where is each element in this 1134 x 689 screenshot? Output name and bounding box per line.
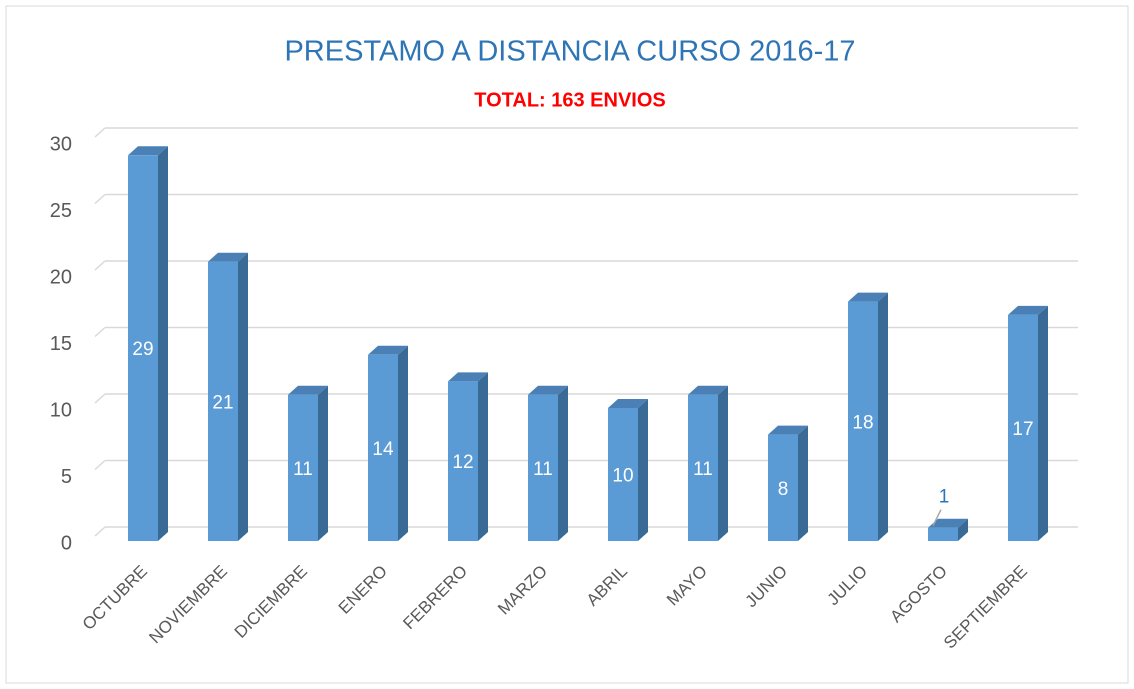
bar-group bbox=[208, 252, 248, 541]
y-tick-label: 5 bbox=[61, 466, 72, 488]
bar-top bbox=[368, 345, 408, 355]
bar-group bbox=[288, 385, 328, 541]
bar-group bbox=[528, 385, 568, 541]
bar-side bbox=[718, 385, 728, 541]
grid-line-side bbox=[94, 127, 106, 138]
bar-group bbox=[608, 399, 648, 541]
bar bbox=[528, 394, 558, 541]
bar-top bbox=[208, 252, 248, 262]
data-label: 14 bbox=[372, 439, 394, 460]
bar-group bbox=[368, 345, 408, 541]
bar-top bbox=[1008, 305, 1048, 315]
data-label: 8 bbox=[778, 479, 789, 500]
bar-top bbox=[288, 385, 328, 395]
grid-line-side bbox=[94, 393, 106, 404]
data-label: 11 bbox=[293, 459, 313, 480]
bar bbox=[688, 394, 718, 541]
bar-top bbox=[768, 425, 808, 435]
y-tick-label: 0 bbox=[61, 532, 72, 554]
bar bbox=[368, 354, 398, 541]
bar-group bbox=[448, 372, 488, 541]
data-label: 29 bbox=[132, 339, 153, 360]
data-label: 21 bbox=[212, 392, 233, 413]
y-tick-label: 30 bbox=[50, 133, 72, 155]
data-label: 11 bbox=[693, 459, 713, 480]
bar-side bbox=[398, 345, 408, 541]
bar-side bbox=[318, 385, 328, 541]
chart-subtitle: TOTAL: 163 ENVIOS bbox=[474, 89, 666, 111]
bar-side bbox=[638, 399, 648, 541]
bar-group bbox=[768, 425, 808, 541]
bar-top bbox=[688, 385, 728, 395]
grid-line-side bbox=[94, 260, 106, 271]
bar-side bbox=[478, 372, 488, 541]
bar bbox=[208, 261, 238, 541]
bar-side bbox=[158, 146, 168, 542]
bar bbox=[448, 381, 478, 541]
bar-top bbox=[848, 292, 888, 302]
bar bbox=[128, 155, 158, 542]
bar-top bbox=[608, 399, 648, 408]
bar bbox=[608, 408, 638, 541]
chart-title: PRESTAMO A DISTANCIA CURSO 2016-17 bbox=[284, 36, 855, 68]
bar-group bbox=[688, 385, 728, 541]
y-tick-label: 15 bbox=[50, 333, 72, 355]
bar-group bbox=[1008, 305, 1048, 541]
bar-side bbox=[238, 252, 248, 541]
bar-side bbox=[958, 518, 968, 541]
bar-side bbox=[1038, 305, 1048, 541]
bar bbox=[928, 527, 958, 541]
bar bbox=[1008, 314, 1038, 541]
bar-group bbox=[848, 292, 888, 541]
data-label: 12 bbox=[452, 452, 473, 473]
data-label: 10 bbox=[612, 466, 633, 487]
bar-group bbox=[928, 518, 968, 541]
bar bbox=[288, 394, 318, 541]
y-tick-label: 25 bbox=[50, 200, 72, 222]
bar bbox=[768, 434, 798, 541]
chart-frame bbox=[5, 5, 1129, 684]
bar-side bbox=[558, 385, 568, 541]
leader-line bbox=[932, 509, 942, 527]
grid-line-side bbox=[94, 459, 106, 471]
data-label: 11 bbox=[533, 459, 553, 480]
grid-line-side bbox=[94, 193, 106, 205]
bar-top bbox=[528, 385, 568, 395]
bar-side bbox=[878, 292, 888, 541]
data-label: 18 bbox=[852, 412, 873, 433]
grid-line-side bbox=[94, 326, 106, 338]
grid-line-side bbox=[94, 526, 106, 537]
bar bbox=[848, 301, 878, 541]
bar-top bbox=[928, 518, 968, 528]
bar-top bbox=[448, 372, 488, 382]
y-tick-label: 10 bbox=[50, 399, 72, 421]
data-label: 17 bbox=[1012, 419, 1033, 440]
y-tick-label: 20 bbox=[50, 266, 72, 288]
data-label: 1 bbox=[939, 487, 950, 508]
bar-top bbox=[128, 146, 168, 156]
bar-group bbox=[128, 146, 168, 542]
bar-side bbox=[798, 425, 808, 541]
